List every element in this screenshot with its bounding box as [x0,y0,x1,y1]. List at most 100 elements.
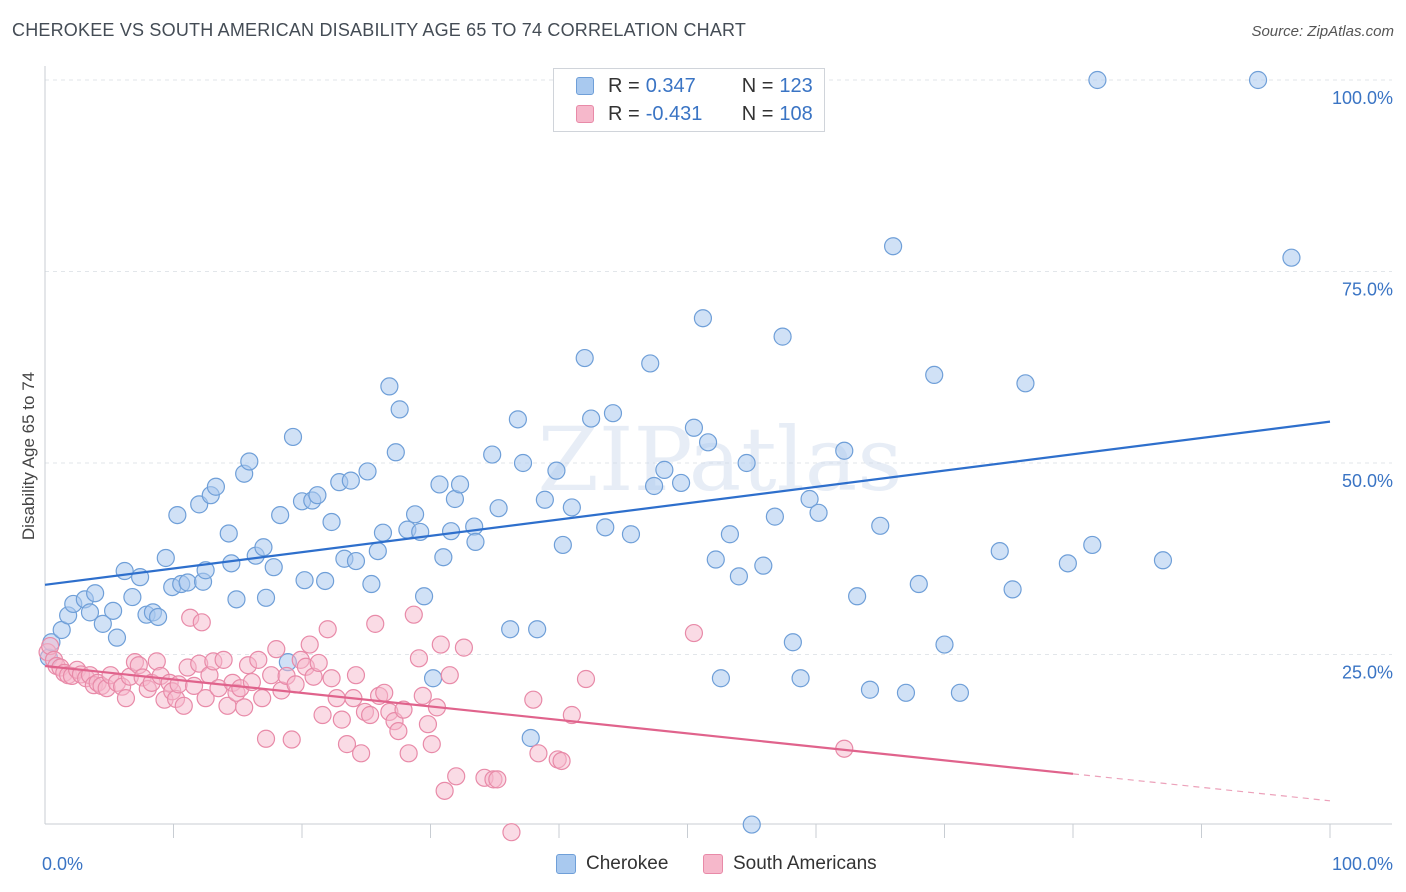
cherokee-point [308,486,327,505]
cherokee-trend-line [44,420,1331,586]
cherokee-point [1003,580,1022,599]
south-americans-point [346,666,366,685]
trend-lines [44,420,1331,802]
legend-n-value: 123 [779,74,813,97]
cherokee-point [390,400,409,419]
south-americans-point [256,729,276,748]
cherokee-point [227,590,246,609]
gridlines [45,79,1392,655]
cherokee-point [373,523,393,542]
south-americans-point [337,735,357,754]
cherokee-point [434,548,453,567]
cherokee-point [450,475,470,494]
cherokee-point [950,683,970,702]
south-americans-points [38,605,854,842]
south-americans-point [375,683,394,702]
cherokee-point [765,507,784,526]
south-americans-point [576,669,596,689]
cherokee-point [513,453,533,473]
y-tick-label: 25.0% [1342,663,1393,683]
south-americans-point [366,614,385,633]
south-americans-point [389,721,408,741]
cherokee-point [168,505,187,525]
south-americans-point [488,770,507,789]
cherokee-point [575,348,594,368]
south-americans-trend-extension [1072,773,1331,802]
stats-legend: R = 0.347 N = 123 R = -0.431 N = 108 [553,68,825,132]
legend-row-cherokee: R = 0.347 N = 123 [576,73,813,99]
legend-row-south-americans: R = -0.431 N = 108 [576,101,813,127]
cherokee-point [742,815,761,834]
cherokee-point [1088,70,1107,90]
south-americans-point [267,640,286,659]
bottom-legend-cherokee: Cherokee [556,851,668,877]
cherokee-point [501,620,520,639]
south-americans-point [361,705,380,725]
cherokee-point [773,327,792,346]
south-americans-point [214,650,233,669]
cherokee-point [341,471,360,490]
bottom-legend-cherokee-label: Cherokee [586,853,669,874]
cherokee-point [346,551,366,571]
cherokee-point [783,633,802,652]
cherokee-point [693,309,713,328]
cherokee-point [655,460,674,479]
cherokee-point [1016,374,1035,393]
south-americans-point [322,669,341,688]
south-americans-swatch [703,854,723,874]
cherokee-point [684,418,704,437]
cherokee-point [883,237,903,256]
south-americans-point [447,767,466,786]
south-americans-point [684,623,704,643]
cherokee-point [535,490,554,509]
cherokee-point [368,541,387,561]
cherokee-point [1153,551,1173,570]
cherokee-point [528,620,547,639]
y-tick-label: 75.0% [1342,280,1393,300]
cherokee-point [86,584,105,603]
cherokee-point [386,443,405,462]
cherokee-point [316,571,335,591]
cherokee-point [935,635,954,654]
cherokee-point [671,473,691,493]
south-americans-point [435,781,454,800]
cherokee-point [641,354,660,373]
cherokee-point [178,573,197,592]
cherokee-point [104,601,123,620]
south-americans-point [332,710,351,729]
legend-r-label: R = [608,102,640,125]
cherokee-point [80,603,100,622]
x-tick-label: 0.0% [42,854,83,874]
cherokee-swatch [576,77,594,95]
south-americans-point [431,635,450,654]
cherokee-point [860,680,880,699]
south-americans-point [249,650,268,669]
legend-n-value: 108 [779,102,813,125]
cherokee-point [596,518,615,537]
cherokee-point [465,517,484,536]
cherokee-point [896,683,916,702]
south-americans-point [116,689,136,708]
cherokee-point [322,512,341,532]
axes [44,66,1392,838]
cherokee-point [1058,554,1077,573]
cherokee-point [835,441,854,460]
cherokee-point [644,476,664,496]
cherokee-point [483,445,502,464]
y-tick-label: 100.0% [1332,88,1393,108]
south-americans-point [286,675,305,694]
south-americans-swatch [576,105,594,123]
cherokee-point [430,475,449,494]
bottom-legend-south-americans-label: South Americans [733,853,877,874]
cherokee-point [441,522,461,541]
cherokee-point [115,561,134,581]
legend-n-label: N = [741,102,774,125]
cherokee-point [362,574,381,594]
cherokee-point [698,433,718,452]
south-americans-point [552,751,571,771]
cherokee-point [405,505,425,524]
y-axis-label: Disability Age 65 to 74 [19,372,38,540]
south-americans-point [262,666,281,685]
south-americans-point [454,638,474,657]
